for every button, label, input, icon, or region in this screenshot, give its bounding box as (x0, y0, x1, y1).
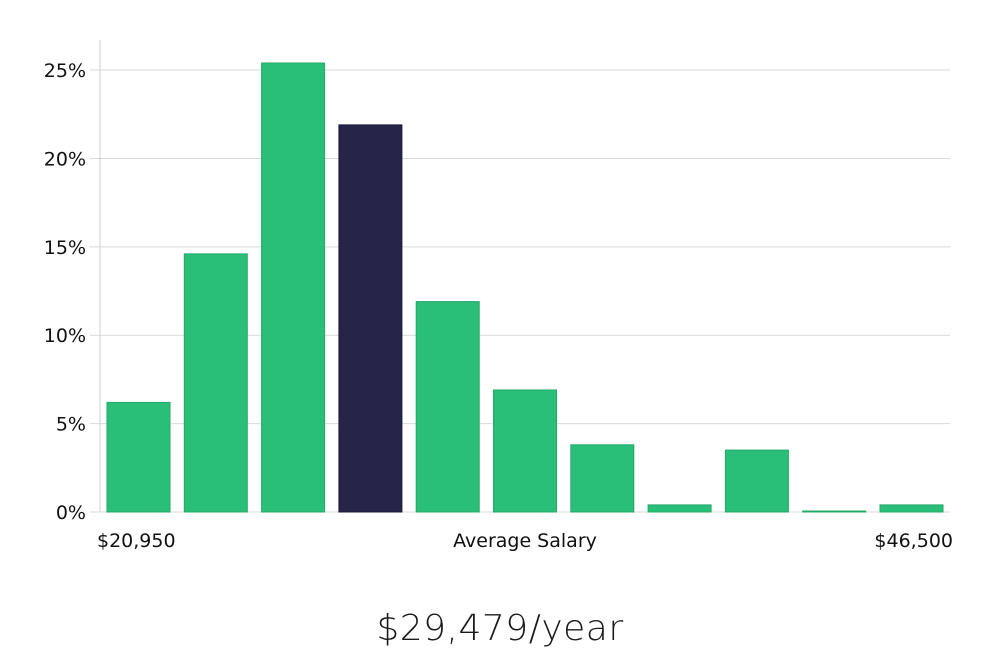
x-axis-max-label: $46,500 (874, 530, 953, 552)
average-salary-value: $29,479/year (376, 608, 624, 649)
bar (802, 510, 867, 513)
y-tick-label: 10% (44, 325, 86, 347)
y-tick-label: 5% (56, 414, 86, 436)
bar (261, 62, 326, 513)
x-axis-title: Average Salary (453, 530, 597, 552)
y-axis-ticks: 0% 5% 10% 15% 20% 25% (44, 60, 86, 524)
bar (493, 389, 557, 513)
y-tick-label: 0% (56, 502, 86, 524)
bar (106, 401, 171, 513)
x-axis-min-label: $20,950 (97, 530, 176, 552)
bar-highlighted (338, 124, 403, 513)
y-tick-label: 25% (44, 60, 86, 82)
bars (106, 62, 944, 513)
y-tick-label: 20% (44, 148, 86, 170)
bar (647, 504, 712, 513)
bar (183, 253, 248, 513)
bar (570, 444, 635, 513)
bar (879, 504, 944, 513)
y-tick-label: 15% (44, 237, 86, 259)
bar (724, 449, 789, 513)
bar (415, 301, 480, 513)
